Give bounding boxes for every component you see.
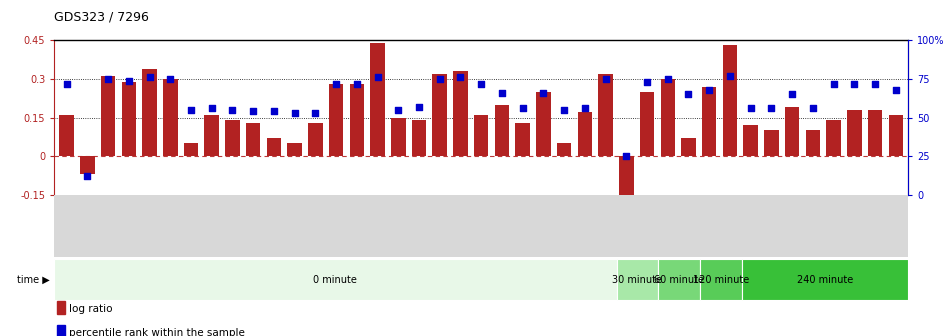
Bar: [80, 156, 95, 174]
Point: [224, 107, 240, 113]
Bar: [412, 120, 426, 156]
FancyBboxPatch shape: [742, 259, 908, 300]
Point: [723, 73, 738, 79]
Point: [660, 76, 675, 82]
Bar: [577, 113, 592, 156]
Point: [785, 92, 800, 97]
Bar: [433, 74, 447, 156]
Bar: [744, 125, 758, 156]
Bar: [826, 120, 841, 156]
Bar: [495, 105, 509, 156]
Bar: [57, 301, 65, 314]
Bar: [661, 79, 675, 156]
Bar: [888, 115, 903, 156]
Bar: [765, 130, 779, 156]
FancyBboxPatch shape: [54, 259, 616, 300]
Bar: [225, 120, 240, 156]
Bar: [847, 110, 862, 156]
FancyBboxPatch shape: [658, 259, 700, 300]
Point: [495, 90, 510, 95]
Bar: [640, 92, 654, 156]
Point: [535, 90, 551, 95]
Text: percentile rank within the sample: percentile rank within the sample: [69, 328, 245, 336]
Point: [764, 106, 779, 111]
Text: time ▶: time ▶: [17, 275, 49, 285]
Point: [349, 81, 364, 86]
Text: 120 minute: 120 minute: [692, 275, 748, 285]
Point: [619, 154, 634, 159]
Bar: [598, 74, 612, 156]
Point: [867, 81, 883, 86]
Point: [515, 106, 531, 111]
Point: [204, 106, 220, 111]
Bar: [122, 82, 136, 156]
Bar: [143, 69, 157, 156]
Bar: [681, 138, 696, 156]
Point: [598, 76, 613, 82]
Bar: [805, 130, 820, 156]
Bar: [785, 107, 800, 156]
Point: [453, 75, 468, 80]
Bar: [536, 92, 551, 156]
Bar: [350, 84, 364, 156]
Bar: [702, 87, 716, 156]
Bar: [557, 143, 572, 156]
Point: [702, 87, 717, 92]
Point: [577, 106, 592, 111]
Point: [308, 110, 323, 116]
Point: [121, 78, 136, 83]
Point: [432, 76, 447, 82]
Point: [391, 107, 406, 113]
Bar: [723, 45, 737, 156]
Text: 0 minute: 0 minute: [314, 275, 358, 285]
Point: [826, 81, 842, 86]
Point: [266, 109, 281, 114]
Point: [287, 110, 302, 116]
Bar: [163, 79, 178, 156]
Point: [163, 76, 178, 82]
Point: [412, 104, 427, 110]
Bar: [867, 110, 883, 156]
Bar: [246, 123, 261, 156]
Point: [681, 92, 696, 97]
Point: [80, 174, 95, 179]
Text: 240 minute: 240 minute: [797, 275, 853, 285]
Point: [370, 75, 385, 80]
Point: [556, 107, 572, 113]
Bar: [454, 71, 468, 156]
Bar: [391, 118, 405, 156]
Bar: [101, 76, 115, 156]
Text: 30 minute: 30 minute: [612, 275, 663, 285]
Point: [59, 81, 74, 86]
Point: [184, 107, 199, 113]
Point: [474, 81, 489, 86]
Bar: [57, 325, 65, 336]
Text: 60 minute: 60 minute: [654, 275, 704, 285]
Text: GDS323 / 7296: GDS323 / 7296: [54, 10, 149, 23]
Bar: [184, 143, 198, 156]
Point: [743, 106, 758, 111]
Point: [101, 76, 116, 82]
FancyBboxPatch shape: [700, 259, 742, 300]
Text: log ratio: log ratio: [69, 304, 113, 314]
Bar: [59, 115, 74, 156]
Bar: [266, 138, 281, 156]
Point: [245, 109, 261, 114]
Bar: [370, 43, 385, 156]
Bar: [515, 123, 530, 156]
Point: [328, 81, 343, 86]
Bar: [204, 115, 219, 156]
FancyBboxPatch shape: [616, 259, 658, 300]
Bar: [308, 123, 322, 156]
Point: [805, 106, 821, 111]
Point: [846, 81, 862, 86]
Point: [142, 75, 157, 80]
Bar: [329, 84, 343, 156]
Point: [888, 87, 903, 92]
Bar: [619, 156, 633, 200]
Bar: [287, 143, 301, 156]
Bar: [474, 115, 489, 156]
Point: [639, 79, 654, 85]
